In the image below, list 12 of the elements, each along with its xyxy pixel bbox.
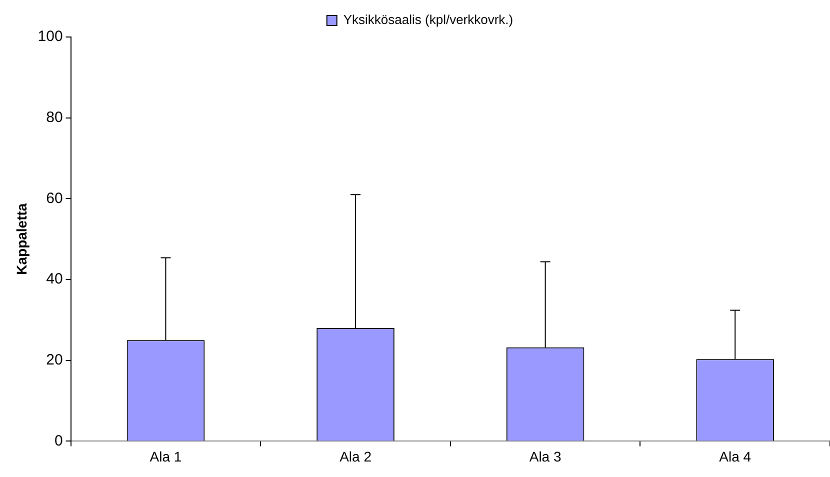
x-tick-label: Ala 2 bbox=[340, 448, 372, 464]
y-axis-title: Kappaletta bbox=[13, 203, 30, 275]
y-tick-label: 80 bbox=[46, 108, 63, 126]
y-tick-label: 0 bbox=[54, 432, 63, 450]
legend-label: Yksikkösaalis (kpl/verkkovrk.) bbox=[343, 12, 514, 28]
y-tick-label: 60 bbox=[46, 190, 63, 207]
y-tick-label: 40 bbox=[46, 270, 63, 288]
y-tick-label: 100 bbox=[38, 28, 63, 46]
y-tick-label: 20 bbox=[46, 352, 63, 368]
x-tick-label: Ala 1 bbox=[150, 448, 182, 464]
x-tick-label: Ala 3 bbox=[529, 448, 562, 464]
x-tick-label: Ala 4 bbox=[719, 448, 752, 464]
